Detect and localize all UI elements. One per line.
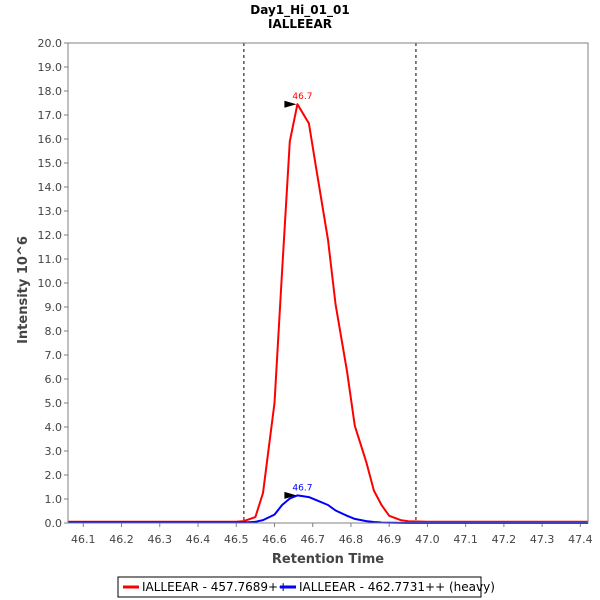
series-line-light bbox=[68, 103, 588, 523]
y-tick-label: 6.0 bbox=[45, 373, 63, 386]
y-tick-label: 10.0 bbox=[38, 277, 63, 290]
x-tick-label: 46.9 bbox=[377, 533, 402, 546]
y-tick-label: 18.0 bbox=[38, 85, 63, 98]
x-axis-title: Retention Time bbox=[272, 552, 384, 567]
peak-label-heavy: 46.7 bbox=[292, 483, 312, 493]
y-tick-label: 15.0 bbox=[38, 157, 63, 170]
legend: IALLEEAR - 457.7689++ IALLEEAR - 462.773… bbox=[117, 576, 495, 598]
chart-subtitle: IALLEEAR bbox=[268, 17, 332, 31]
x-tick-label: 47.0 bbox=[415, 533, 440, 546]
x-tick-label: 46.8 bbox=[339, 533, 364, 546]
legend-box bbox=[117, 576, 482, 598]
y-axis-title: Intensity 10^6 bbox=[16, 236, 31, 344]
legend-entry-light: IALLEEAR - 457.7689++ bbox=[142, 580, 288, 594]
y-tick-label: 4.0 bbox=[45, 421, 63, 434]
x-tick-label: 46.4 bbox=[186, 533, 211, 546]
y-tick-label: 12.0 bbox=[38, 229, 63, 242]
y-axis: 0.0 1.0 2.0 3.0 4.0 5.0 6.0 7.0 8.0 9.0 10.0 11.0 12… bbox=[38, 37, 68, 530]
y-tick-label: 7.0 bbox=[45, 349, 63, 362]
y-tick-label: 19.0 bbox=[38, 61, 63, 74]
y-tick-label: 2.0 bbox=[45, 469, 63, 482]
x-tick-label: 47.1 bbox=[453, 533, 478, 546]
y-tick-label: 1.0 bbox=[45, 493, 63, 506]
x-tick-label: 46.7 bbox=[300, 533, 325, 546]
y-tick-label: 3.0 bbox=[45, 445, 63, 458]
peak-labels: 46.7 46.7 bbox=[284, 92, 312, 499]
peak-arrow bbox=[284, 100, 297, 108]
x-tick-label: 46.6 bbox=[262, 533, 287, 546]
peak-boundaries bbox=[243, 43, 417, 523]
y-tick-label: 5.0 bbox=[45, 397, 63, 410]
y-tick-label: 8.0 bbox=[45, 325, 63, 338]
x-tick-label: 47.4 bbox=[568, 533, 593, 546]
y-tick-label: 14.0 bbox=[38, 181, 63, 194]
peak-label-light: 46.7 bbox=[292, 92, 312, 102]
x-tick-label: 47.3 bbox=[530, 533, 555, 546]
x-tick-label: 46.3 bbox=[148, 533, 173, 546]
x-axis: 46.1 46.2 46.3 46.4 46.5 46.6 46.7 46.8 46.9 47.0… bbox=[71, 523, 593, 546]
y-tick-label: 0.0 bbox=[45, 517, 63, 530]
y-tick-label: 16.0 bbox=[38, 133, 63, 146]
chart-title: Day1_Hi_01_01 bbox=[250, 3, 349, 18]
x-tick-label: 46.2 bbox=[109, 533, 134, 546]
y-tick-label: 20.0 bbox=[38, 37, 63, 50]
x-tick-label: 46.5 bbox=[224, 533, 249, 546]
y-tick-label: 17.0 bbox=[38, 109, 63, 122]
y-tick-label: 9.0 bbox=[45, 301, 63, 314]
x-tick-label: 47.2 bbox=[492, 533, 517, 546]
plot-frame bbox=[67, 42, 589, 524]
y-tick-label: 11.0 bbox=[38, 253, 63, 266]
legend-entry-heavy: IALLEEAR - 462.7731++ (heavy) bbox=[299, 580, 495, 594]
y-tick-label: 13.0 bbox=[38, 205, 63, 218]
peak-arrow bbox=[284, 491, 297, 499]
x-tick-label: 46.1 bbox=[71, 533, 96, 546]
